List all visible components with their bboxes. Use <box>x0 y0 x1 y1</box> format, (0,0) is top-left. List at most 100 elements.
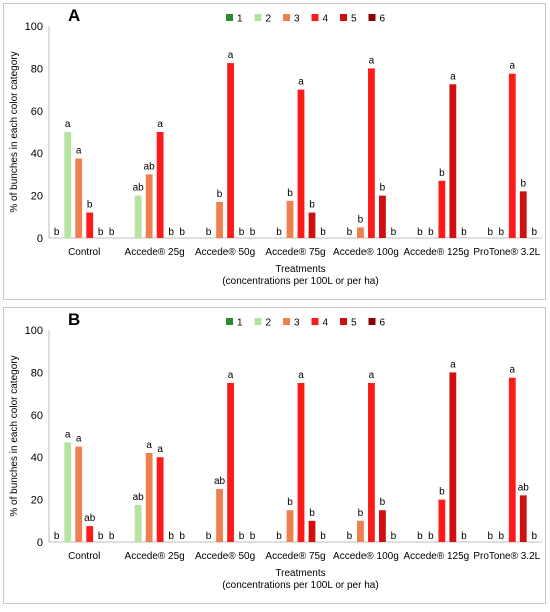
y-tick-label: 20 <box>31 191 43 203</box>
x-tick-label: Accede® 100g <box>333 247 399 258</box>
legend-swatch <box>311 14 319 21</box>
significance-label: b <box>391 227 397 238</box>
significance-label: ab <box>133 492 145 503</box>
significance-label: b <box>98 531 104 542</box>
legend-label: 4 <box>323 318 329 329</box>
bar <box>216 489 223 542</box>
significance-label: b <box>179 531 185 542</box>
x-tick-label: Accede® 50g <box>195 247 255 258</box>
bar <box>368 383 375 542</box>
bar <box>286 200 294 238</box>
bar <box>156 457 164 542</box>
significance-label: a <box>157 119 163 130</box>
significance-label: b <box>461 531 467 542</box>
bar <box>297 383 305 542</box>
significance-label: b <box>347 227 353 238</box>
significance-label: ab <box>214 476 226 487</box>
y-tick-label: 40 <box>31 452 43 464</box>
significance-label: b <box>276 531 282 542</box>
x-tick-label: Accede® 75g <box>265 247 325 258</box>
significance-label: b <box>109 227 115 238</box>
y-axis-label: % of bunches in each color category <box>9 51 20 212</box>
legend-label: 5 <box>351 14 357 25</box>
legend-swatch <box>311 318 319 325</box>
significance-label: a <box>369 370 375 381</box>
significance-label: b <box>309 508 315 519</box>
significance-label: a <box>65 119 71 130</box>
x-tick-label: Accede® 25g <box>125 247 185 258</box>
bar <box>227 63 234 238</box>
significance-label: b <box>239 227 245 238</box>
bar <box>508 377 516 542</box>
significance-label: b <box>358 214 364 225</box>
legend-label: 6 <box>380 14 386 25</box>
bar <box>438 499 446 542</box>
significance-label: b <box>428 531 434 542</box>
significance-label: b <box>309 200 315 211</box>
bar <box>519 495 527 542</box>
x-tick-label: Accede® 75g <box>265 551 325 562</box>
x-axis-sublabel: (concentrations per 100L or per ha) <box>222 580 378 591</box>
significance-label: a <box>298 77 304 88</box>
significance-label: b <box>276 227 282 238</box>
bar <box>216 201 223 238</box>
bar <box>134 504 142 542</box>
bar <box>357 520 364 542</box>
legend-swatch <box>283 318 290 325</box>
chart-svg-b: 0 20 40 60 80 100 % of bunches in each color c… <box>9 318 542 591</box>
x-tick-label: ProTone® 3.2L <box>473 551 540 562</box>
legend-label: 4 <box>323 14 329 25</box>
y-tick-label: 100 <box>25 21 43 33</box>
y-tick-label: 0 <box>37 537 43 549</box>
legend-label: 3 <box>294 14 300 25</box>
significance-label: ab <box>84 513 96 524</box>
y-tick-label: 40 <box>31 148 43 160</box>
legend-label: 2 <box>266 14 272 25</box>
bar <box>64 442 72 542</box>
significance-label: b <box>380 497 386 508</box>
significance-label: b <box>391 531 397 542</box>
x-tick-label: Control <box>68 247 100 258</box>
legend-label: 3 <box>294 318 300 329</box>
bar <box>379 195 386 238</box>
significance-label: a <box>228 370 234 381</box>
significance-label: b <box>439 487 445 498</box>
significance-label: b <box>521 178 527 189</box>
chart-panel-a: A 0 20 40 60 80 100 % of bunches in each color… <box>3 3 546 300</box>
y-axis-label: % of bunches in each color category <box>9 355 20 516</box>
bar <box>86 212 94 238</box>
bar <box>86 526 94 542</box>
x-tick-label: Accede® 125g <box>403 551 469 562</box>
chart-svg-a: 0 20 40 60 80 100 % of bunches in each color c… <box>9 14 542 287</box>
x-tick-label: ProTone® 3.2L <box>473 247 540 258</box>
legend-label: 1 <box>237 318 243 329</box>
legend-swatch <box>340 14 347 21</box>
bar <box>286 510 294 542</box>
x-tick-label: Control <box>68 551 100 562</box>
significance-label: a <box>228 50 234 61</box>
significance-label: b <box>320 531 326 542</box>
bar <box>449 84 457 238</box>
significance-label: b <box>488 531 494 542</box>
significance-label: b <box>239 531 245 542</box>
significance-label: a <box>65 429 71 440</box>
bar <box>75 446 83 542</box>
significance-label: a <box>157 444 163 455</box>
bar <box>519 191 527 238</box>
significance-label: b <box>250 227 256 238</box>
significance-label: a <box>510 61 516 72</box>
bar <box>145 174 153 238</box>
significance-label: b <box>532 531 538 542</box>
bar <box>308 212 316 238</box>
bar <box>75 158 83 238</box>
x-axis-label: Treatments <box>275 568 325 579</box>
significance-label: b <box>439 168 445 179</box>
significance-label: b <box>347 531 353 542</box>
bar <box>308 520 316 542</box>
x-axis-sublabel: (concentrations per 100L or per ha) <box>222 276 378 287</box>
significance-label: b <box>206 227 212 238</box>
chart-panel-b: B 0 20 40 60 80 100 % of bunches in each color… <box>3 307 546 604</box>
legend-label: 2 <box>266 318 272 329</box>
bar <box>368 68 375 239</box>
x-tick-label: Accede® 50g <box>195 551 255 562</box>
